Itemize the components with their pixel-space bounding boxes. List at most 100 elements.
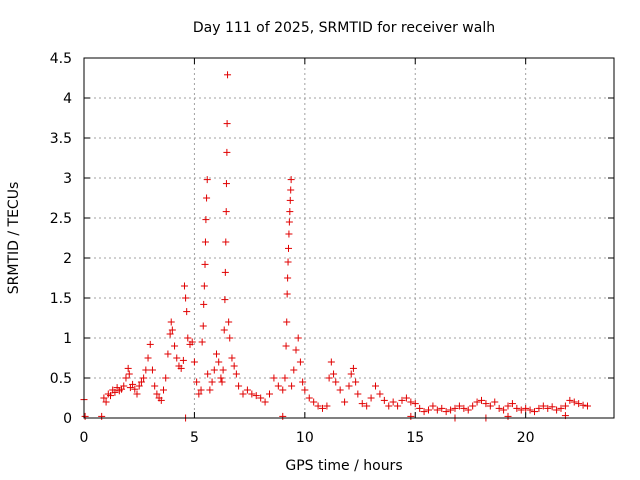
data-point	[287, 176, 295, 184]
data-point	[248, 390, 256, 398]
data-point	[535, 404, 543, 412]
data-point	[201, 260, 209, 268]
y-axis-label: SRMTID / TECUs	[6, 182, 22, 295]
data-point	[288, 382, 296, 390]
data-point	[281, 374, 289, 382]
data-point	[223, 120, 231, 128]
x-tick-label: 20	[517, 430, 535, 446]
data-point	[407, 412, 415, 420]
data-point	[455, 402, 463, 410]
data-point	[411, 400, 419, 408]
data-point	[221, 268, 229, 276]
data-point	[208, 378, 216, 386]
data-point	[347, 370, 355, 378]
data-point	[376, 390, 384, 398]
y-tick-label: 1.5	[50, 291, 72, 307]
y-tick-label: 3	[63, 171, 72, 187]
data-point	[222, 238, 230, 246]
data-point	[135, 382, 143, 390]
data-point	[478, 396, 485, 404]
data-point	[464, 406, 472, 414]
data-point	[221, 296, 229, 304]
data-point	[451, 404, 459, 412]
data-point	[279, 386, 287, 394]
data-point	[98, 412, 106, 420]
data-point	[153, 390, 161, 398]
data-point	[345, 382, 353, 390]
data-point	[319, 404, 326, 412]
data-point	[142, 366, 150, 374]
data-point	[124, 364, 132, 372]
data-point	[188, 338, 196, 346]
data-point	[133, 390, 141, 398]
x-tick-label: 0	[80, 430, 89, 446]
data-point	[367, 394, 375, 402]
data-point	[129, 380, 137, 388]
data-point	[548, 403, 556, 411]
data-point	[296, 358, 304, 366]
data-point	[566, 396, 574, 404]
data-point	[372, 382, 379, 390]
data-point	[168, 326, 176, 334]
data-point	[125, 370, 133, 378]
x-axis-label: GPS time / hours	[285, 458, 402, 474]
data-point	[385, 402, 393, 410]
data-point	[301, 386, 309, 394]
y-tick-label: 3.5	[50, 131, 72, 147]
data-point	[354, 390, 362, 398]
data-point	[407, 398, 415, 406]
data-point	[222, 208, 230, 216]
data-point	[294, 334, 302, 342]
data-point	[284, 274, 292, 282]
data-point	[442, 408, 450, 416]
data-point	[206, 386, 214, 394]
data-point	[203, 176, 211, 184]
data-point	[173, 354, 181, 362]
data-point	[285, 230, 293, 238]
y-tick-label: 2.5	[50, 211, 72, 227]
data-point	[332, 378, 340, 386]
data-point	[539, 402, 547, 410]
data-point	[363, 402, 371, 410]
data-point	[323, 402, 331, 410]
data-point	[193, 378, 201, 386]
data-point	[482, 400, 490, 408]
data-point	[228, 354, 236, 362]
data-point	[561, 402, 569, 410]
data-point	[122, 374, 130, 382]
data-point	[266, 390, 273, 398]
data-point	[203, 194, 211, 202]
data-point	[230, 362, 238, 370]
x-tick-label: 5	[190, 430, 199, 446]
data-point	[107, 392, 114, 400]
data-point	[575, 400, 583, 408]
data-point	[416, 404, 424, 412]
y-tick-label: 4	[63, 91, 72, 107]
data-point	[217, 374, 225, 382]
data-point	[239, 390, 247, 398]
y-tick-label: 0.5	[50, 371, 72, 387]
data-point	[223, 148, 231, 156]
data-point	[287, 186, 295, 194]
data-point	[151, 382, 159, 390]
data-point	[100, 394, 108, 402]
data-point	[201, 238, 209, 246]
data-point	[285, 218, 293, 226]
data-point	[177, 364, 185, 372]
data-point	[504, 412, 512, 420]
data-point	[517, 406, 525, 414]
data-point	[140, 374, 148, 382]
data-point	[420, 408, 428, 416]
data-point	[283, 290, 291, 298]
data-point	[171, 342, 179, 350]
axis-ticks: 0 0.5 1 1.5 2 2.5 3 3.5 4 4.5 0 5 10 15 20	[50, 51, 614, 446]
data-point	[402, 394, 410, 402]
data-point	[330, 370, 338, 378]
data-point	[526, 406, 534, 414]
data-point	[111, 388, 119, 396]
data-point	[148, 366, 156, 374]
data-point	[180, 282, 188, 290]
data-point	[184, 334, 192, 342]
data-point	[325, 374, 333, 382]
